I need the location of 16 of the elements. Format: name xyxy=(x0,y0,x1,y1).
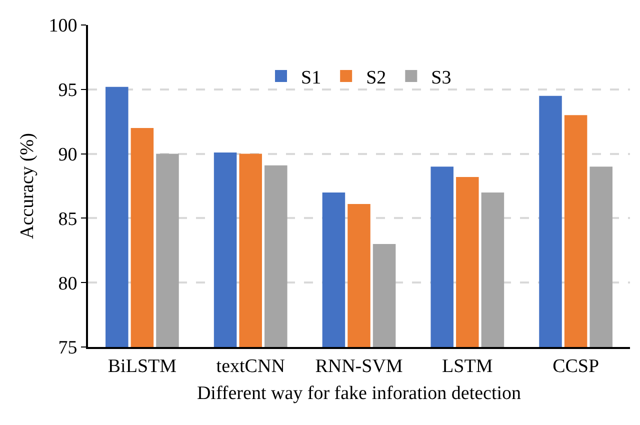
x-axis-title: Different way for fake inforation detection xyxy=(196,383,522,404)
y-tick-label: 95 xyxy=(58,80,78,102)
legend-label: S3 xyxy=(431,67,452,88)
y-tick-label: 80 xyxy=(58,273,78,294)
y-axis-title: Accuracy (%) xyxy=(17,132,38,240)
x-tick-label: CCSP xyxy=(552,356,600,377)
y-tick-label: 100 xyxy=(48,16,78,37)
legend-label: S2 xyxy=(366,67,386,88)
y-tick-label: 85 xyxy=(58,208,78,230)
x-tick-label: LSTM xyxy=(442,356,493,377)
y-tick-label: 90 xyxy=(58,144,78,166)
x-tick-label: RNN-SVM xyxy=(315,356,403,377)
x-tick-label: textCNN xyxy=(216,356,286,377)
x-tick-label: BiLSTM xyxy=(108,356,177,377)
y-tick-label: 75 xyxy=(58,338,78,359)
legend-label: S1 xyxy=(301,67,322,88)
